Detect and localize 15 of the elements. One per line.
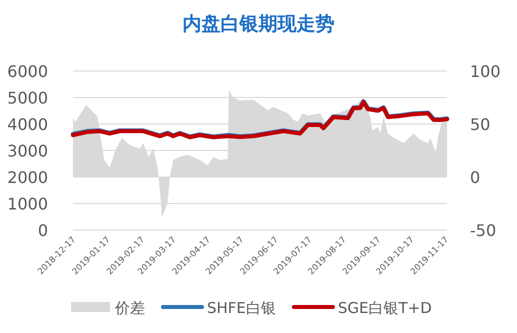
y2-tick-label: -50 <box>470 221 496 240</box>
y-tick-label: 1000 <box>7 194 48 214</box>
y-tick-label: 6000 <box>7 62 48 81</box>
y2-tick-label: 50 <box>470 115 490 134</box>
y-tick-label: 5000 <box>7 88 48 108</box>
y2-tick-label: 100 <box>470 62 501 81</box>
y2-tick-label: 0 <box>470 168 480 187</box>
legend-label: SHFE白银 <box>207 299 276 317</box>
y-tick-label: 3000 <box>7 142 48 160</box>
y-tick-label: 0 <box>38 221 48 240</box>
y-tick-label: 2000 <box>7 168 48 187</box>
chart-title: 内盘白银期现走势 <box>182 13 334 35</box>
legend-label: SGE白银T+D <box>338 299 432 317</box>
y-tick-label: 4000 <box>7 115 48 134</box>
legend-label: 价差 <box>114 299 145 317</box>
